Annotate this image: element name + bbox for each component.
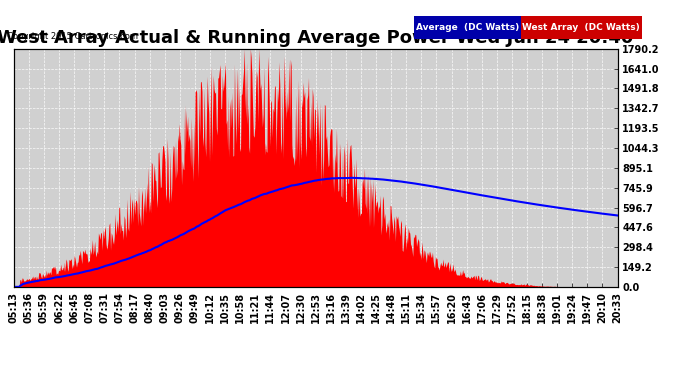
Text: Copyright 2015 Cartronics.com: Copyright 2015 Cartronics.com xyxy=(7,32,138,41)
Text: West Array  (DC Watts): West Array (DC Watts) xyxy=(522,23,640,32)
Title: West Array Actual & Running Average Power Wed Jun 24 20:40: West Array Actual & Running Average Powe… xyxy=(0,29,634,47)
Text: Average  (DC Watts): Average (DC Watts) xyxy=(416,23,519,32)
Bar xyxy=(521,16,642,39)
Bar xyxy=(414,16,521,39)
